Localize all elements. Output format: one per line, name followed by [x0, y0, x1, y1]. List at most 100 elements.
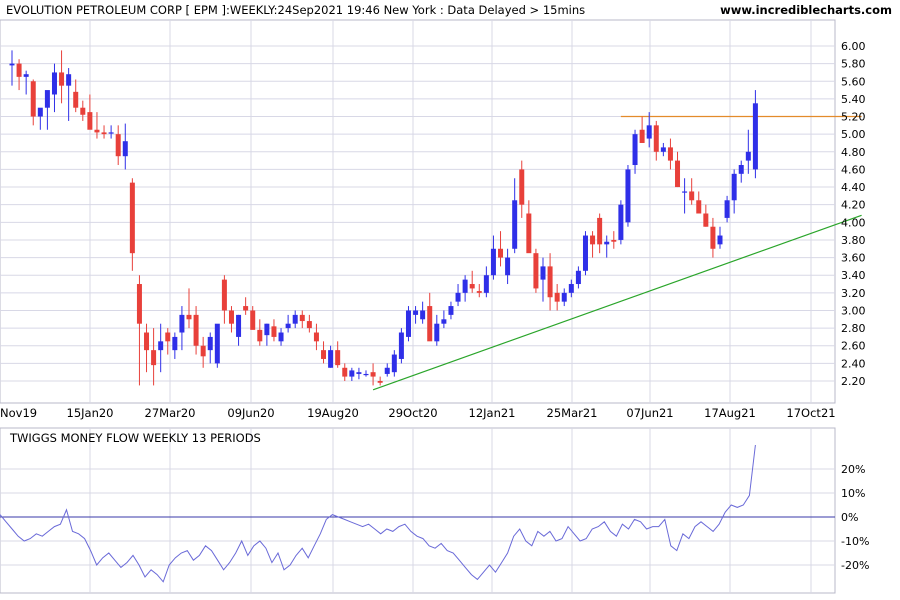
- money-flow-axis-ticks: 20% 10% 0% -10% -20%: [841, 463, 869, 572]
- price-tick-label: 4.80: [841, 146, 866, 159]
- candle-body: [582, 235, 588, 271]
- candle-body: [158, 341, 164, 351]
- candle-body: [639, 129, 645, 143]
- candle-body: [625, 169, 631, 223]
- candle-body: [384, 367, 390, 374]
- candle-body: [441, 319, 447, 324]
- candle-body: [108, 132, 114, 134]
- price-tick-label: 5.60: [841, 75, 866, 88]
- chart-title: EVOLUTION PETROLEUM CORP [ EPM ]:WEEKLY:…: [6, 3, 585, 17]
- candle-body: [264, 323, 270, 336]
- candle-body: [490, 248, 496, 276]
- candle-body: [483, 275, 489, 293]
- candle-body: [59, 72, 65, 86]
- candle-body: [738, 165, 744, 174]
- candle-body: [51, 72, 57, 95]
- money-flow-tick-label: -20%: [841, 559, 869, 572]
- candle-body: [285, 323, 291, 329]
- candle-body: [660, 147, 666, 152]
- candle-body: [122, 141, 128, 157]
- candle-body: [547, 266, 553, 298]
- candle-body: [675, 160, 681, 188]
- candle-body: [745, 151, 751, 161]
- candle-body: [476, 291, 482, 293]
- candle-body: [80, 107, 86, 115]
- price-tick-label: 4.60: [841, 163, 866, 176]
- candle-body: [370, 372, 376, 377]
- support-trendline: [372, 214, 862, 391]
- date-tick-label: 17Oct21: [786, 406, 835, 420]
- price-tick-label: 3.20: [841, 287, 866, 300]
- candle-body: [455, 292, 461, 302]
- candle-body: [129, 182, 135, 254]
- candle-body: [172, 336, 178, 351]
- candle-body: [207, 336, 213, 351]
- candle-body: [306, 321, 312, 329]
- date-tick-label: 09Jun20: [227, 406, 274, 420]
- price-tick-label: 4.20: [841, 199, 866, 212]
- candle-body: [611, 239, 617, 242]
- candle-body: [136, 284, 142, 324]
- price-axis-ticks: 6.00 5.80 5.60 5.40 5.20 5.00 4.80 4.60 4.40 4.20…: [841, 40, 866, 388]
- price-tick-label: 5.80: [841, 58, 866, 71]
- candle-body: [724, 200, 730, 218]
- price-tick-label: 2.80: [841, 322, 866, 335]
- site-watermark: www.incrediblecharts.com: [720, 3, 892, 17]
- candle-body: [561, 292, 567, 302]
- candle-body: [462, 279, 468, 293]
- candle-body: [328, 350, 334, 368]
- price-tick-label: 3.80: [841, 234, 866, 247]
- candle-body: [335, 350, 341, 366]
- candle-body: [243, 306, 249, 311]
- candle-body: [391, 354, 397, 373]
- price-tick-label: 2.20: [841, 375, 866, 388]
- candle-body: [193, 314, 199, 346]
- candle-body: [420, 310, 426, 320]
- candle-body: [44, 90, 50, 108]
- candle-body: [653, 125, 659, 152]
- price-tick-label: 2.60: [841, 340, 866, 353]
- money-flow-line: [0, 444, 756, 583]
- candle-body: [144, 332, 150, 351]
- price-panel: 6.00 5.80 5.60 5.40 5.20 5.00 4.80 4.60 4.40 4.20…: [0, 19, 866, 404]
- date-tick-label: 29Oct20: [388, 406, 437, 420]
- price-tick-label: 2.40: [841, 357, 866, 370]
- candle-body: [236, 314, 242, 337]
- candle-body: [115, 134, 121, 157]
- date-tick-label: Nov19: [0, 406, 37, 420]
- candle-body: [278, 332, 284, 342]
- candle-body: [299, 314, 305, 322]
- date-tick-label: 07Jun21: [626, 406, 673, 420]
- candlestick-series: [9, 50, 758, 386]
- candle-body: [427, 306, 433, 342]
- candle-body: [498, 248, 504, 258]
- candle-body: [165, 332, 171, 342]
- candle-body: [682, 191, 688, 193]
- candle-body: [505, 257, 511, 276]
- money-flow-panel: 20% 10% 0% -10% -20%: [0, 427, 869, 594]
- money-flow-tick-label: 20%: [841, 463, 865, 476]
- candle-body: [434, 323, 440, 342]
- candle-body: [554, 292, 560, 302]
- candle-body: [703, 213, 709, 227]
- date-tick-label: 25Mar21: [547, 406, 598, 420]
- candle-body: [632, 134, 638, 166]
- candle-body: [363, 373, 369, 376]
- candle-body: [696, 200, 702, 214]
- candle-body: [16, 63, 22, 77]
- price-tick-label: 5.20: [841, 111, 866, 124]
- candle-body: [752, 103, 758, 170]
- money-flow-panel-frame: [0, 427, 836, 594]
- money-flow-series: [0, 444, 756, 583]
- candle-body: [257, 329, 263, 342]
- candle-body: [356, 372, 362, 374]
- money-flow-gridlines: [0, 428, 835, 593]
- candle-body: [689, 191, 695, 201]
- candle-body: [73, 91, 79, 108]
- price-tick-label: 3.60: [841, 252, 866, 265]
- candle-body: [186, 314, 192, 320]
- candle-body: [717, 235, 723, 245]
- candle-body: [540, 266, 546, 280]
